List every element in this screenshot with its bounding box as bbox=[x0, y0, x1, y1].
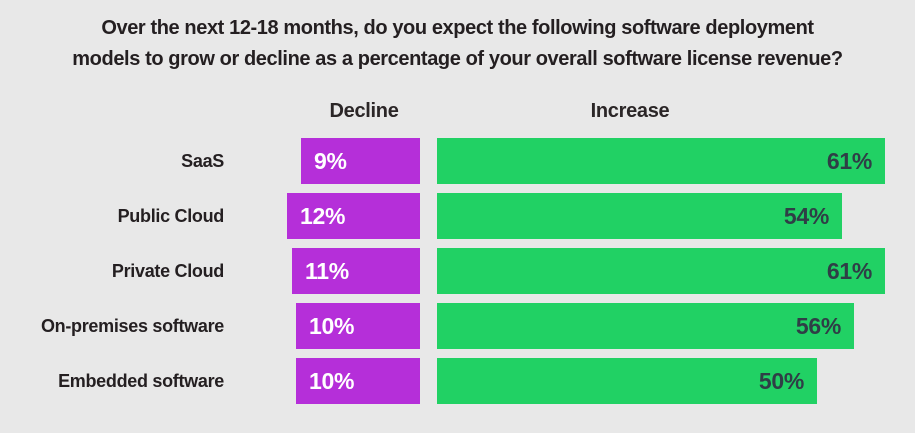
decline-bar-zone: 10% bbox=[227, 358, 420, 404]
decline-bar: 10% bbox=[296, 303, 420, 349]
increase-bar: 61% bbox=[437, 138, 885, 184]
chart-row-saas: SaaS 9% 61% bbox=[0, 138, 915, 184]
column-header-decline: Decline bbox=[329, 100, 399, 122]
decline-bar: 12% bbox=[287, 193, 420, 239]
chart-row-private-cloud: Private Cloud 11% 61% bbox=[0, 248, 915, 294]
decline-value-label: 9% bbox=[314, 147, 347, 174]
increase-bar: 54% bbox=[437, 193, 842, 239]
category-label: SaaS bbox=[181, 150, 224, 171]
decline-value-label: 10% bbox=[309, 312, 355, 339]
category-label: Embedded software bbox=[58, 370, 224, 391]
increase-bar: 56% bbox=[437, 303, 854, 349]
decline-bar: 9% bbox=[301, 138, 420, 184]
increase-value-label: 50% bbox=[758, 367, 804, 394]
chart-row-public-cloud: Public Cloud 12% 54% bbox=[0, 193, 915, 239]
decline-value-label: 11% bbox=[305, 257, 349, 284]
decline-bar-zone: 10% bbox=[227, 303, 420, 349]
decline-value-label: 12% bbox=[300, 202, 346, 229]
category-label: Public Cloud bbox=[117, 205, 225, 226]
decline-bar-zone: 11% bbox=[227, 248, 420, 294]
increase-bar: 50% bbox=[437, 358, 817, 404]
chart-title: Over the next 12-18 months, do you expec… bbox=[0, 13, 915, 75]
chart-row-on-premises: On-premises software 10% 56% bbox=[0, 303, 915, 349]
increase-value-label: 56% bbox=[795, 312, 841, 339]
category-label: On-premises software bbox=[40, 315, 224, 336]
decline-bar-zone: 12% bbox=[227, 193, 420, 239]
increase-value-label: 61% bbox=[826, 147, 872, 174]
increase-value-label: 61% bbox=[826, 257, 872, 284]
chart-row-embedded: Embedded software 10% 50% bbox=[0, 358, 915, 404]
increase-value-label: 54% bbox=[783, 202, 829, 229]
category-label: Private Cloud bbox=[111, 260, 224, 281]
increase-bar: 61% bbox=[437, 248, 885, 294]
decline-bar-zone: 9% bbox=[227, 138, 420, 184]
decline-bar: 11% bbox=[292, 248, 420, 294]
decline-value-label: 10% bbox=[309, 367, 355, 394]
chart-title-line-2: models to grow or decline as a percentag… bbox=[72, 48, 843, 70]
column-header-increase: Increase bbox=[590, 100, 670, 122]
decline-bar: 10% bbox=[296, 358, 420, 404]
chart-title-line-1: Over the next 12-18 months, do you expec… bbox=[101, 17, 814, 39]
